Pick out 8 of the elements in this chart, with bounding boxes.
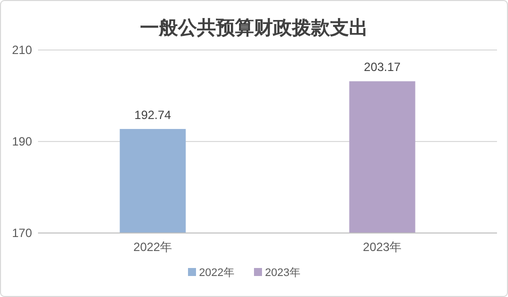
- data-label: 203.17: [364, 60, 401, 74]
- legend-label: 2022年: [199, 267, 234, 279]
- y-tick-label: 210: [12, 43, 32, 57]
- chart-title: 一般公共预算财政拨款支出: [140, 17, 368, 39]
- legend-label: 2023年: [265, 267, 300, 279]
- y-tick-label: 190: [12, 134, 32, 148]
- y-tick-label: 170: [12, 226, 32, 240]
- data-label: 192.74: [134, 108, 172, 122]
